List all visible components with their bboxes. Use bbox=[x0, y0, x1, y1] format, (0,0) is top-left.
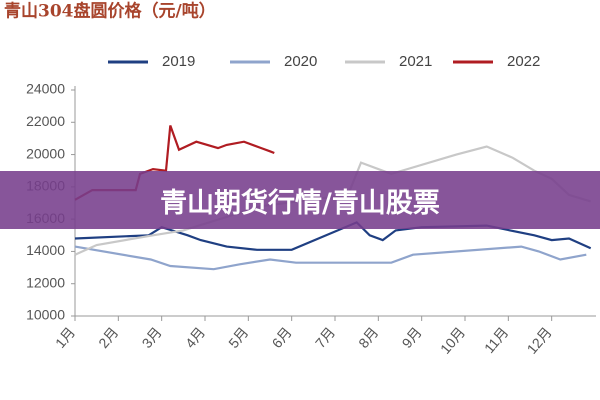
series-line bbox=[74, 245, 587, 271]
x-tick-label: 7月 bbox=[312, 324, 338, 351]
y-tick-label: 22000 bbox=[26, 113, 65, 129]
x-tick-label: 12月 bbox=[524, 324, 555, 357]
x-tick-label: 6月 bbox=[269, 324, 295, 351]
legend-label: 2019 bbox=[162, 53, 195, 70]
chart-title: 青山304盘圆价格（元/吨） bbox=[4, 1, 216, 22]
x-tick-label: 2月 bbox=[95, 324, 121, 351]
y-tick-label: 14000 bbox=[26, 242, 65, 258]
x-tick-label: 5月 bbox=[225, 324, 251, 351]
x-tick-label: 3月 bbox=[139, 324, 165, 351]
legend-label: 2022 bbox=[507, 53, 540, 70]
x-tick-label: 9月 bbox=[399, 324, 425, 351]
legend-label: 2021 bbox=[399, 53, 432, 70]
y-tick-label: 20000 bbox=[26, 145, 65, 161]
y-tick-label: 12000 bbox=[26, 274, 65, 290]
y-tick-label: 24000 bbox=[26, 81, 65, 97]
banner: 青山期货行情/青山股票 bbox=[0, 171, 600, 229]
x-tick-label: 8月 bbox=[355, 324, 381, 351]
legend-label: 2020 bbox=[284, 53, 317, 70]
x-tick-label: 4月 bbox=[182, 324, 208, 351]
x-tick-label: 10月 bbox=[437, 324, 468, 357]
y-tick-label: 10000 bbox=[26, 307, 65, 323]
x-tick-label: 11月 bbox=[481, 324, 512, 356]
x-tick-label: 1月 bbox=[52, 324, 78, 351]
